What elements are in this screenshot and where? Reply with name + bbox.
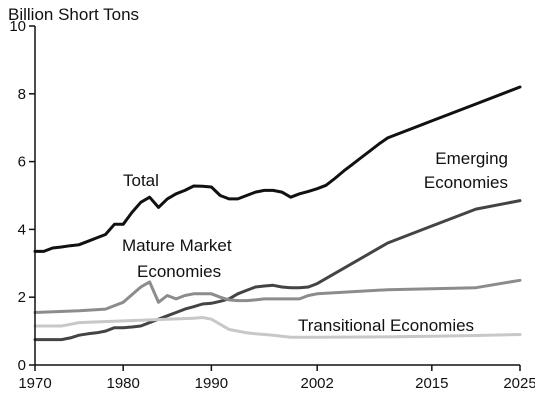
- y-tick-label: 6: [18, 154, 26, 171]
- y-tick-label: 4: [18, 221, 26, 238]
- series-lines: [33, 85, 522, 342]
- y-axis-title: Billion Short Tons: [8, 5, 139, 24]
- series-line-emerging-economies: [33, 199, 522, 342]
- series-label-line: Mature Market: [122, 236, 232, 255]
- series-label-line: Total: [123, 171, 159, 190]
- y-tick-label: 2: [18, 289, 26, 306]
- y-tick-label: 0: [18, 357, 26, 374]
- series-line-total: [33, 85, 522, 253]
- series-label-line: Emerging: [435, 149, 508, 168]
- y-tick-label: 10: [9, 18, 26, 35]
- x-tick-label: 2025: [503, 375, 535, 392]
- series-label-line: Economies: [424, 173, 508, 192]
- series-label-line: Transitional Economies: [298, 316, 474, 335]
- series-label-total: Total: [123, 171, 159, 190]
- series-labels: Total Emerging Economies Mature Market Econo…: [122, 149, 508, 335]
- series-label-mature-market-economies: Mature Market Economies: [122, 236, 232, 281]
- series-label-emerging-economies: Emerging Economies: [424, 149, 508, 192]
- x-tick-label: 1990: [195, 375, 228, 392]
- series-line-transitional-economies: [33, 316, 522, 339]
- x-tick-label: 1980: [106, 375, 139, 392]
- x-tick-label: 2002: [300, 375, 333, 392]
- axis-ticks: 0 2 4 6 8 10 1970 1980 1990 2002 2015 2025: [9, 18, 535, 392]
- y-tick-label: 8: [18, 86, 26, 103]
- series-label-transitional-economies: Transitional Economies: [298, 316, 474, 335]
- series-line-mature-market-economies: [33, 278, 522, 314]
- series-label-line: Economies: [137, 262, 221, 281]
- x-tick-label: 2015: [415, 375, 448, 392]
- x-tick-label: 1970: [18, 375, 51, 392]
